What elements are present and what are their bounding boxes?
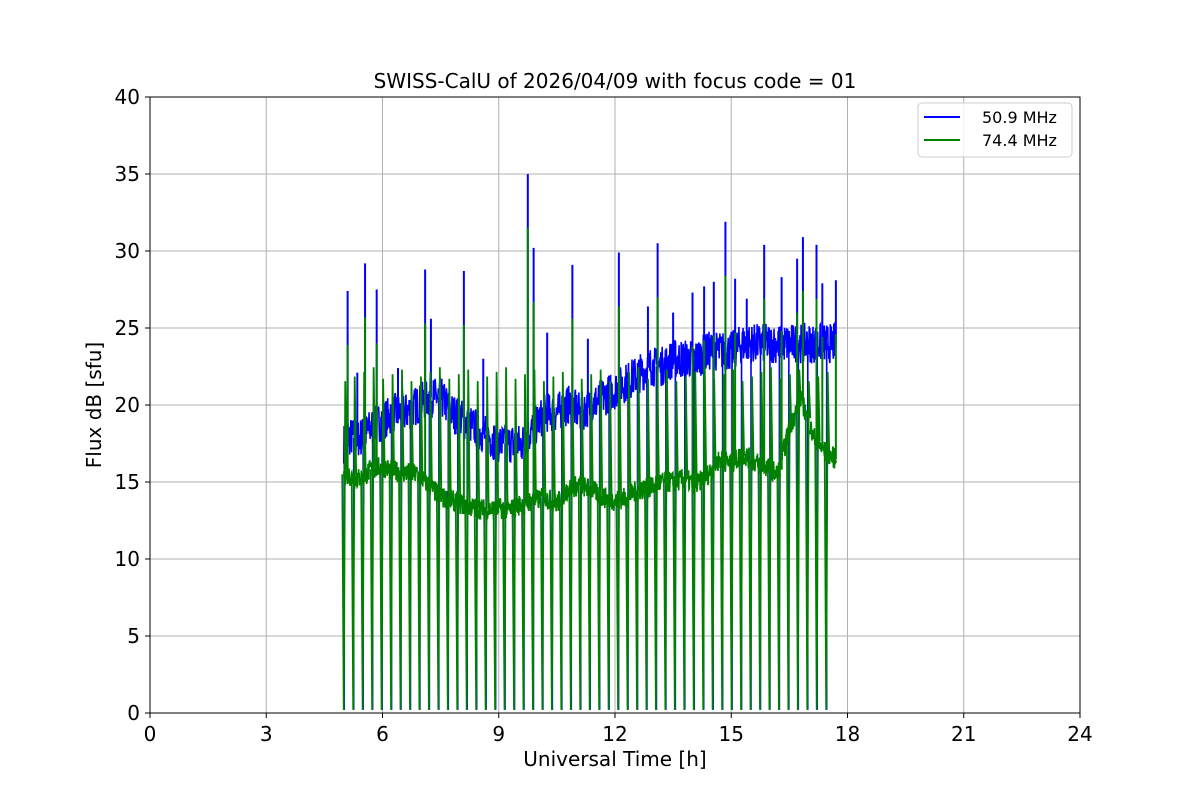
series-spike-74-4 [417, 376, 424, 710]
series-spike-74-4 [502, 367, 509, 710]
x-tick-label: 6 [376, 722, 389, 746]
series-spike-74-4 [540, 381, 547, 710]
series-spike-74-4 [445, 378, 452, 710]
series-spike-74-4 [767, 367, 774, 710]
series-spike-74-4 [473, 381, 481, 710]
series-spike-74-4 [454, 374, 462, 710]
chart-title: SWISS-CalU of 2026/04/09 with focus code… [374, 69, 857, 93]
legend-label-74-4: 74.4 MHz [982, 131, 1057, 150]
ticks: 0 3 6 9 12 15 18 21 24 0 5 10 15 20 25 30 35 40 [115, 85, 1093, 746]
series-spike-74-4 [615, 376, 622, 710]
y-tick-label: 15 [115, 470, 140, 494]
series-layer [341, 174, 837, 710]
series-spike-74-4 [719, 374, 727, 710]
series-spike-74-4 [785, 374, 793, 710]
series-spike-74-4 [530, 369, 537, 710]
series-spike-74-4 [483, 376, 490, 710]
x-tick-label: 3 [260, 722, 273, 746]
series-spike-74-4 [634, 367, 641, 710]
series-spike-74-4 [558, 371, 566, 710]
y-tick-label: 0 [127, 701, 140, 725]
series-spike-74-4 [464, 369, 471, 710]
x-tick-label: 18 [835, 722, 860, 746]
series-spike-74-4 [814, 376, 821, 710]
series-spike-74-4 [606, 381, 613, 710]
legend: 50.9 MHz 74.4 MHz [917, 102, 1073, 158]
y-tick-label: 5 [127, 624, 140, 648]
y-tick-label: 10 [115, 547, 140, 571]
x-tick-label: 21 [951, 722, 976, 746]
series-spike-74-4 [577, 378, 585, 710]
x-tick-label: 15 [719, 722, 744, 746]
y-tick-label: 25 [115, 316, 140, 340]
y-tick-label: 20 [115, 393, 140, 417]
series-spike-74-4 [681, 376, 689, 710]
series-spike-74-4 [549, 376, 556, 710]
series-spike-74-4 [757, 371, 764, 710]
series-spike-74-4 [596, 369, 604, 710]
series-spike-74-4 [738, 381, 745, 710]
series-spike-74-4 [823, 371, 831, 710]
x-tick-label: 12 [602, 722, 627, 746]
series-spike-74-4 [521, 374, 528, 710]
series-spike-74-4 [672, 381, 679, 710]
series-spike-74-4 [644, 378, 651, 710]
series-spike-74-4 [511, 378, 518, 710]
series-spike-74-4 [748, 376, 755, 710]
series-spike-74-4 [492, 371, 500, 710]
series-spike-74-4 [625, 371, 632, 710]
y-tick-label: 40 [115, 85, 140, 109]
series-spike-74-4 [729, 369, 736, 710]
series-spike-74-4 [350, 376, 358, 710]
x-tick-label: 9 [492, 722, 505, 746]
series-spike-74-4 [435, 367, 443, 710]
x-tick-label: 24 [1067, 722, 1092, 746]
series-spike-74-4 [341, 381, 348, 710]
series-spike-74-4 [662, 369, 670, 710]
series-spike-74-4 [587, 374, 594, 710]
x-tick-label: 0 [144, 722, 157, 746]
series-spike-74-4 [388, 374, 395, 710]
series-spike-74-4 [426, 371, 433, 710]
series-spike-74-4 [795, 369, 802, 710]
y-tick-label: 35 [115, 162, 140, 186]
series-spike-74-4 [710, 378, 717, 710]
series-spike-74-4 [398, 369, 405, 710]
series-spike-74-4 [804, 381, 812, 710]
y-tick-label: 30 [115, 239, 140, 263]
series-spike-74-4 [700, 367, 708, 710]
legend-label-50-9: 50.9 MHz [982, 108, 1057, 127]
x-axis-label: Universal Time [h] [523, 747, 706, 771]
series-spike-74-4 [369, 367, 377, 710]
series-spike-74-4 [379, 378, 386, 710]
y-axis-label: Flux dB [sfu] [82, 342, 106, 468]
series-spike-74-4 [407, 381, 414, 710]
series-spike-74-4 [691, 371, 698, 710]
